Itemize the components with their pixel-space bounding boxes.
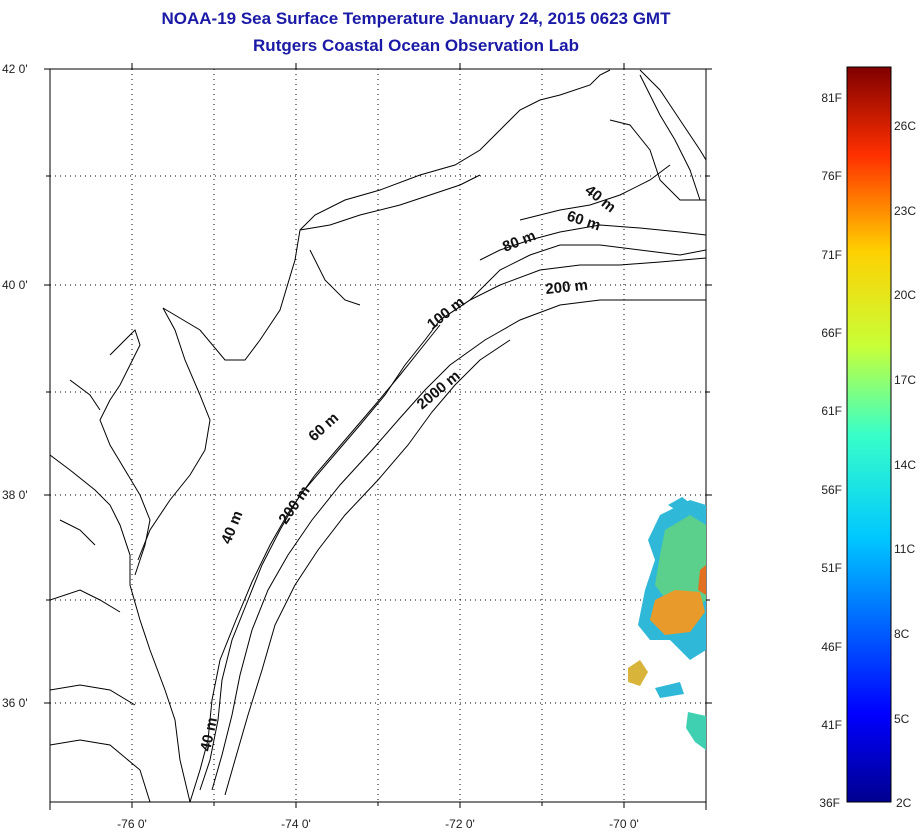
contour-label: 40 m <box>218 508 247 546</box>
bathymetry-contours <box>189 74 706 802</box>
lon-label: -74 0' <box>281 817 311 831</box>
colorbar-f-label: 61F <box>821 404 842 418</box>
colorbar-f-label: 41F <box>821 718 842 732</box>
contour-label: 60 m <box>305 409 342 445</box>
map-subtitle: Rutgers Coastal Ocean Observation Lab <box>253 36 579 55</box>
gridlines <box>50 69 706 802</box>
coastline <box>50 69 706 802</box>
colorbar-f-label: 76F <box>821 169 842 183</box>
sst-data-patches <box>628 497 706 750</box>
lon-label: -76 0' <box>117 817 147 831</box>
lat-label: 40 0' <box>2 278 28 292</box>
contour-label: 200 m <box>275 483 313 528</box>
colorbar-f-label: 51F <box>821 561 842 575</box>
lon-label: -70 0' <box>609 817 639 831</box>
contour-label: 2000 m <box>414 367 464 413</box>
colorbar-f-label: 81F <box>821 91 842 105</box>
contour-label: 40 m <box>582 182 619 216</box>
longitude-labels: -76 0' -74 0' -72 0' -70 0' <box>117 817 639 831</box>
colorbar-celsius-labels: 26C 23C 20C 17C 14C 11C 8C 5C 2C <box>894 119 916 810</box>
colorbar-f-label: 66F <box>821 326 842 340</box>
contour-label: 40 m <box>197 716 221 753</box>
contour-label: 100 m <box>424 294 468 334</box>
colorbar-f-label: 56F <box>821 483 842 497</box>
colorbar-c-label: 23C <box>894 204 916 218</box>
colorbar-c-label: 8C <box>894 627 910 641</box>
colorbar-c-label: 11C <box>894 542 915 556</box>
contour-labels: 40 m 60 m 80 m 200 m 100 m 2000 m 60 m 2… <box>197 182 619 753</box>
colorbar-fahrenheit-labels: 81F 76F 71F 66F 61F 56F 51F 46F 41F 36F <box>819 91 842 810</box>
latitude-labels: 42 0' 40 0' 38 0' 36 0' <box>2 62 28 710</box>
colorbar-f-label: 36F <box>819 796 840 810</box>
tick-marks <box>44 63 712 810</box>
colorbar-c-label: 26C <box>894 119 916 133</box>
contour-label: 200 m <box>545 277 589 298</box>
colorbar <box>846 66 892 803</box>
colorbar-c-label: 20C <box>894 288 916 302</box>
map-title: NOAA-19 Sea Surface Temperature January … <box>161 9 671 28</box>
colorbar-c-label: 5C <box>894 712 910 726</box>
colorbar-c-label: 2C <box>896 796 912 810</box>
contour-label: 80 m <box>500 227 538 256</box>
colorbar-f-label: 71F <box>821 248 842 262</box>
map-frame <box>49 68 707 803</box>
lat-label: 42 0' <box>2 62 28 76</box>
colorbar-f-label: 46F <box>821 640 842 654</box>
lon-label: -72 0' <box>445 817 475 831</box>
colorbar-c-label: 14C <box>894 458 916 472</box>
lat-label: 38 0' <box>2 488 28 502</box>
lat-label: 36 0' <box>2 696 28 710</box>
colorbar-c-label: 17C <box>894 373 916 387</box>
